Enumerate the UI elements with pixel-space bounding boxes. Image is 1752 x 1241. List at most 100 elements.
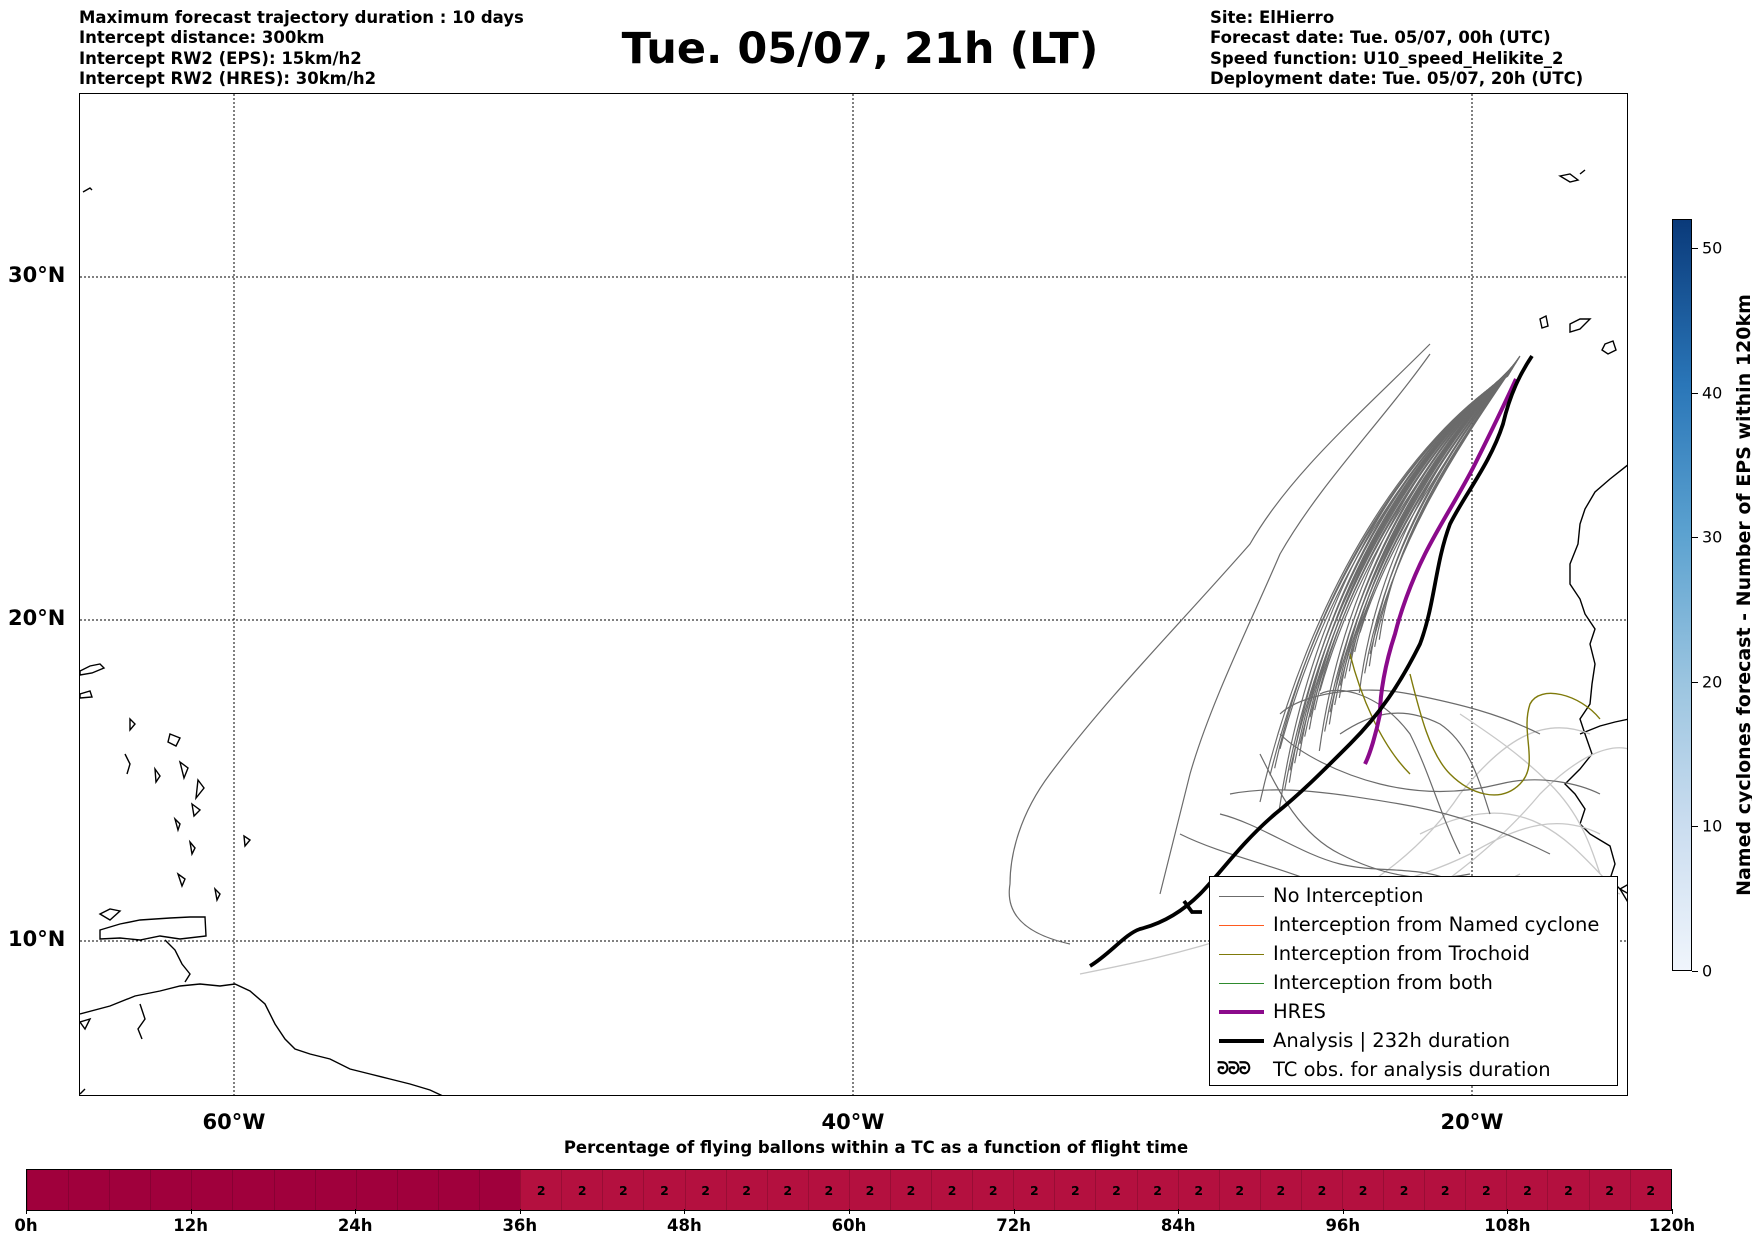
legend-label: Interception from both xyxy=(1273,971,1493,994)
timebar-cell: 2 xyxy=(972,1170,1014,1210)
timebar-cell xyxy=(273,1170,315,1210)
lon-label-60w: 60°W xyxy=(202,1110,266,1134)
gray-trajectory xyxy=(1278,374,1509,810)
gray-trajectory xyxy=(1324,365,1515,732)
grid-lines xyxy=(80,94,1627,1095)
max-duration-text: Maximum forecast trajectory duration : 1… xyxy=(79,8,524,27)
timebar-tick-label: 108h xyxy=(1484,1216,1531,1235)
intercept-eps-text: Intercept RW2 (EPS): 15km/h2 xyxy=(79,48,362,68)
timebar-cell: 2 xyxy=(1054,1170,1096,1210)
timebar-tick-mark xyxy=(1507,1209,1509,1214)
timebar-cell: 2 xyxy=(1177,1170,1219,1210)
colorbar-tick-mark xyxy=(1692,537,1698,539)
legend-item-no-interception: No Interception xyxy=(1210,882,1617,911)
gray-trajectory xyxy=(1259,375,1509,803)
lon-label-40w: 40°W xyxy=(821,1110,885,1134)
timebar-tick-label: 72h xyxy=(996,1216,1031,1235)
gray-trajectory xyxy=(1348,362,1517,672)
legend-label: No Interception xyxy=(1273,884,1424,907)
timebar-cell: 2 xyxy=(1465,1170,1507,1210)
timebar-cell: 2 xyxy=(1547,1170,1589,1210)
legend-line-olive xyxy=(1219,954,1264,955)
timebar-tick-mark xyxy=(519,1209,521,1214)
gray-southern-loops xyxy=(1008,343,1601,945)
timebar-cell: 2 xyxy=(807,1170,849,1210)
timebar-cell xyxy=(479,1170,521,1210)
intercept-distance-text: Intercept distance: 300km xyxy=(79,28,325,48)
deployment-date-text: Deployment date: Tue. 05/07, 20h (UTC) xyxy=(1210,68,1584,88)
timebar-cell: 2 xyxy=(684,1170,726,1210)
gray-trajectory xyxy=(1328,365,1515,725)
legend-item-trochoid: Interception from Trochoid xyxy=(1210,940,1617,969)
gray-trajectory xyxy=(1329,362,1517,713)
legend-label: Interception from Named cyclone xyxy=(1273,913,1600,936)
timebar-tick-label: 12h xyxy=(173,1216,208,1235)
no-interception-trajectories xyxy=(1259,355,1521,810)
timebar-cell: 2 xyxy=(725,1170,767,1210)
legend-item-both: Interception from both xyxy=(1210,969,1617,998)
legend-label: Analysis | 232h duration xyxy=(1273,1029,1511,1052)
timebar-cell xyxy=(314,1170,356,1210)
colorbar-tick-mark xyxy=(1692,681,1698,683)
legend-line-green xyxy=(1219,983,1264,984)
map-legend: No Interception Interception from Named … xyxy=(1209,876,1618,1086)
timebar-cell: 2 xyxy=(1342,1170,1384,1210)
legend-line-black xyxy=(1219,1039,1264,1043)
intercept-hres-text: Intercept RW2 (HRES): 30km/h2 xyxy=(79,68,377,88)
gray-trajectory xyxy=(1339,361,1518,686)
colorbar-tick-label: 40 xyxy=(1702,383,1723,403)
header-right-info: Site: ElHierro Forecast date: Tue. 05/07… xyxy=(1210,8,1583,89)
coastline-east xyxy=(1539,169,1627,903)
timebar-cell: 2 xyxy=(1013,1170,1055,1210)
coastline-west xyxy=(80,187,443,1095)
header-left-info: Maximum forecast trajectory duration : 1… xyxy=(79,8,524,89)
timebar-cell: 2 xyxy=(643,1170,685,1210)
timebar-cell: 2 xyxy=(1218,1170,1260,1210)
timebar-cell xyxy=(396,1170,438,1210)
colorbar-tick-label: 50 xyxy=(1702,238,1723,258)
legend-label: HRES xyxy=(1273,1000,1326,1023)
timebar-cell: 2 xyxy=(1383,1170,1425,1210)
colorbar-tick-label: 20 xyxy=(1702,672,1723,692)
page-title: Tue. 05/07, 21h (LT) xyxy=(621,24,1099,74)
legend-item-hres: HRES xyxy=(1210,998,1617,1027)
timebar-tick-mark xyxy=(849,1209,850,1214)
gray-trajectory xyxy=(1318,367,1514,752)
colorbar-tick-mark xyxy=(1692,392,1698,394)
timebar-tick-label: 24h xyxy=(337,1216,373,1235)
colorbar-tick-mark xyxy=(1692,971,1698,972)
timebar-title: Percentage of flying ballons within a TC… xyxy=(563,1138,1189,1157)
timebar-cell xyxy=(355,1170,397,1210)
colorbar-tick-mark xyxy=(1692,247,1698,249)
legend-item-tc-obs: ᘒᘒᘒ TC obs. for analysis duration xyxy=(1210,1056,1617,1085)
timebar-tick-label: 60h xyxy=(831,1216,867,1235)
timebar-cell xyxy=(437,1170,480,1210)
timebar-cell: 2 xyxy=(848,1170,890,1210)
analysis-trajectory xyxy=(1089,354,1534,968)
colorbar xyxy=(1672,219,1692,971)
gray-trajectory xyxy=(1338,364,1516,698)
legend-line-purple xyxy=(1219,1010,1264,1014)
timebar-cell: 2 xyxy=(1259,1170,1301,1210)
colorbar-title: Named cyclones forecast - Number of EPS … xyxy=(1733,294,1752,896)
legend-item-analysis: Analysis | 232h duration xyxy=(1210,1027,1617,1056)
timebar-tick-mark xyxy=(684,1209,686,1214)
gray-trajectory xyxy=(1279,371,1511,750)
legend-label: TC obs. for analysis duration xyxy=(1273,1058,1551,1081)
timebar-cell: 2 xyxy=(889,1170,932,1210)
gray-trajectory xyxy=(1354,359,1518,653)
timebar-cell xyxy=(150,1170,192,1210)
lon-label-20w: 20°W xyxy=(1440,1110,1504,1134)
legend-label: Interception from Trochoid xyxy=(1273,942,1530,965)
forecast-date-text: Forecast date: Tue. 05/07, 00h (UTC) xyxy=(1210,28,1551,48)
timebar-tick-label: 36h xyxy=(502,1216,538,1235)
timebar-cell: 2 xyxy=(561,1170,603,1210)
timebar-tick-mark xyxy=(190,1209,192,1214)
speed-function-text: Speed function: U10_speed_Helikite_2 xyxy=(1210,48,1564,68)
timebar-tick-mark xyxy=(1672,1209,1673,1214)
timebar-cell xyxy=(68,1170,110,1210)
timebar-cell: 2 xyxy=(1588,1170,1630,1210)
timebar-cell xyxy=(109,1170,151,1210)
timebar-cell xyxy=(232,1170,274,1210)
timebar-cell: 2 xyxy=(1136,1170,1178,1210)
